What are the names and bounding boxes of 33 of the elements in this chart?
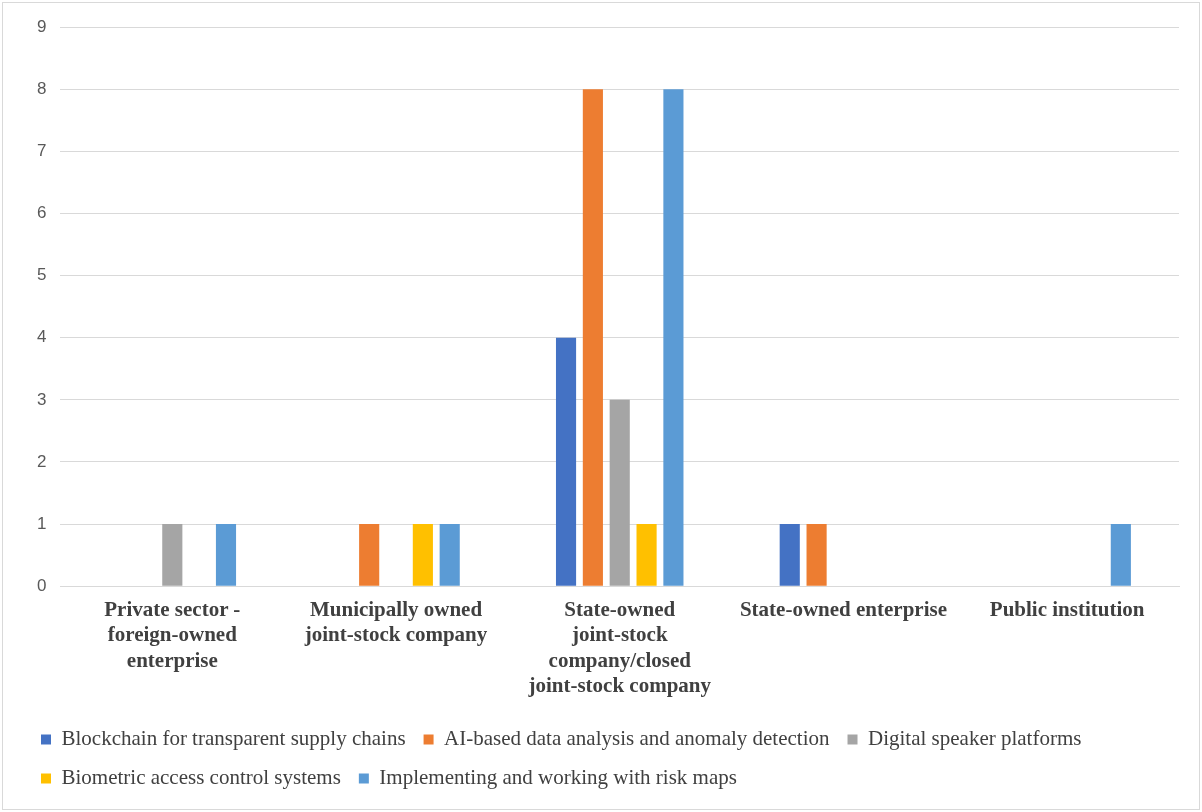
bar: [555, 337, 577, 586]
bar: [663, 89, 684, 586]
y-tick-label: 1: [36, 513, 47, 533]
y-tick-label: 7: [36, 141, 47, 161]
bar: [359, 524, 380, 586]
y-tick-label: 0: [36, 575, 47, 595]
bar: [582, 89, 603, 586]
x-tick-label: Private sector - foreign-owned enterprise: [104, 597, 241, 672]
x-tick-label: State-owned enterprise: [739, 597, 947, 622]
legend-label: AI-based data analysis and anomaly detection: [444, 726, 831, 751]
bar: [636, 524, 657, 586]
x-tick-label: Public institution: [989, 597, 1145, 622]
legend-label: Biometric access control systems: [61, 765, 341, 790]
bar: [1110, 524, 1131, 586]
bar: [779, 524, 800, 586]
y-tick-label: 3: [36, 389, 47, 409]
bar: [215, 524, 237, 586]
bar: [806, 524, 827, 586]
y-tick-label: 9: [36, 16, 47, 36]
legend-label: Digital speaker platforms: [868, 726, 1082, 751]
x-tick-label: Municipally owned joint-stock company: [303, 597, 488, 647]
legend-label: Blockchain for transparent supply chains: [61, 726, 406, 751]
y-tick-label: 8: [36, 79, 47, 98]
bar: [439, 524, 460, 586]
y-tick-label: 5: [36, 265, 47, 285]
bar: [609, 399, 630, 586]
y-tick-label: 4: [36, 327, 47, 347]
legend-label: Implementing and working with risk maps: [379, 765, 737, 790]
bar: [412, 524, 433, 586]
bar: [162, 524, 183, 586]
y-tick-label: 6: [36, 203, 47, 223]
y-tick-label: 2: [36, 451, 47, 471]
x-tick-label: State-owned joint-stock company/closed joint-stock company: [527, 597, 712, 697]
